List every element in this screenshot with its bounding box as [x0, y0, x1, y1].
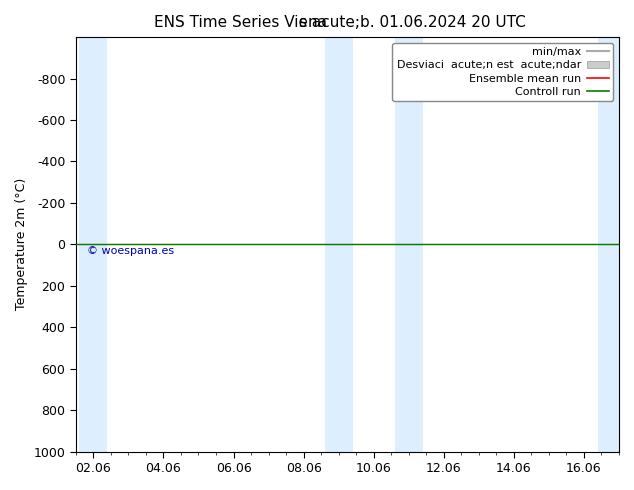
Bar — [598, 37, 634, 452]
Bar — [325, 37, 353, 452]
Y-axis label: Temperature 2m (°C): Temperature 2m (°C) — [15, 178, 28, 311]
Legend: min/max, Desviaci  acute;n est  acute;ndar, Ensemble mean run, Controll run: min/max, Desviaci acute;n est acute;ndar… — [392, 43, 614, 101]
Bar — [79, 37, 107, 452]
Text: © woespana.es: © woespana.es — [87, 246, 174, 256]
Bar — [395, 37, 423, 452]
Text: ENS Time Series Viena: ENS Time Series Viena — [155, 15, 327, 30]
Text: s acute;b. 01.06.2024 20 UTC: s acute;b. 01.06.2024 20 UTC — [299, 15, 526, 30]
